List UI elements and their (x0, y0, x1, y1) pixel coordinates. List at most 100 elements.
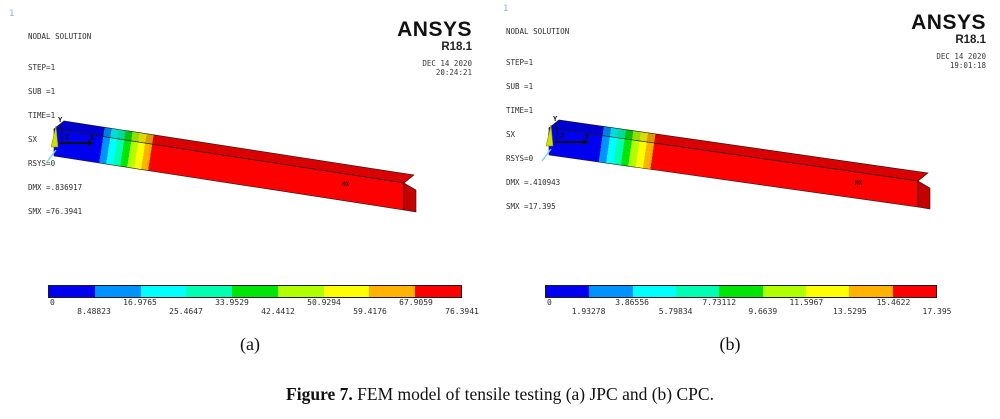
legend-tick: 17.395 (922, 307, 952, 316)
legend-tick: 3.86556 (615, 298, 649, 307)
ansys-release-text: R18.1 (955, 34, 986, 46)
info-line-smx: SMX =76.3941 (28, 207, 83, 216)
z-axis-label: Z (560, 132, 564, 140)
fem-beam-model: Y Z X MX (46, 116, 417, 213)
legend-tick: 7.73112 (702, 298, 737, 307)
y-axis-label: Y (58, 116, 63, 124)
contour-colorbar (545, 285, 937, 298)
legend-tick: 1.93278 (571, 307, 606, 316)
info-line-step: STEP=1 (28, 63, 56, 72)
legend-tick: 0 (50, 298, 55, 307)
subfigure-label-b: (b) (719, 334, 741, 354)
colorbar-cell (849, 286, 893, 297)
window-number: 1 (9, 9, 15, 19)
colorbar-cell (369, 286, 416, 297)
date-time-stamp: DEC 14 2020 19:01:18 (936, 52, 986, 70)
solution-title: NODAL SOLUTION (28, 32, 92, 41)
legend-bottom-labels: 1.93278 5.79834 9.6639 13.5295 17.395 (545, 307, 952, 316)
beam-top-face-shade (549, 120, 928, 181)
subfigure-label-a: (a) (240, 334, 260, 354)
info-line-time: TIME=1 (28, 111, 56, 120)
date-text: DEC 14 2020 (422, 59, 472, 68)
colorbar-cell (546, 286, 590, 297)
date-text: DEC 14 2020 (936, 52, 986, 61)
legend-tick: 33.9529 (215, 298, 249, 307)
colorbar-cell (94, 286, 141, 297)
beam-end-cap (403, 182, 417, 213)
ansys-release-text: R18.1 (441, 41, 472, 53)
colorbar-cell (719, 286, 763, 297)
z-axis-label: Z (65, 133, 69, 141)
legend-tick: 42.4412 (261, 307, 295, 316)
ansys-logo: ANSYS R18.1 DEC 14 2020 19:01:18 (911, 11, 986, 70)
legend-tick: 16.9765 (123, 298, 157, 307)
ansys-logo: ANSYS R18.1 DEC 14 2020 20:24:21 (397, 18, 472, 77)
colorbar-cell (589, 286, 633, 297)
z-axis-line (541, 148, 552, 162)
x-axis-arrowhead (583, 139, 589, 145)
x-axis-label: X (90, 134, 95, 142)
legend-top-labels: 0 16.9765 33.9529 50.9294 67.9059 (48, 298, 462, 307)
colorbar-cell (632, 286, 676, 297)
contour-legend: 0 3.86556 7.73112 11.5967 15.4622 1.9327… (545, 285, 952, 316)
time-text: 19:01:18 (949, 61, 986, 70)
ansys-brand-text: ANSYS (911, 11, 986, 34)
figure-caption-label: Figure 7. (286, 384, 353, 404)
bc-arrow-marker (545, 124, 554, 147)
info-line-time: TIME=1 (506, 106, 534, 115)
y-axis-label: Y (553, 115, 558, 123)
legend-tick: 8.48823 (77, 307, 111, 316)
colorbar-cell (49, 286, 95, 297)
mx-marker: MX (342, 181, 350, 188)
mx-marker: MX (855, 180, 863, 187)
legend-tick: 9.6639 (748, 307, 778, 316)
legend-top-labels: 0 3.86556 7.73112 11.5967 15.4622 (545, 298, 937, 307)
beam-end-cap (917, 180, 931, 210)
colorbar-cell (805, 286, 850, 297)
contour-colorbar (48, 285, 462, 298)
info-line-smx: SMX =17.395 (506, 202, 556, 211)
info-line-rsys: RSYS=0 (28, 159, 56, 168)
figure-caption: Figure 7. FEM model of tensile testing (… (0, 384, 1000, 405)
figure-panels: 1 NODAL SOLUTION STEP=1 SUB =1 TIME=1 SX… (0, 0, 1000, 366)
x-axis-arrowhead (88, 140, 94, 146)
z-axis-line (46, 149, 57, 163)
ansys-panel-b: 1 NODAL SOLUTION STEP=1 SUB =1 TIME=1 SX… (500, 0, 1000, 366)
beam-top-face-shade (54, 121, 414, 183)
date-time-stamp: DEC 14 2020 20:24:21 (422, 59, 472, 77)
bc-arrow-marker (50, 125, 59, 148)
colorbar-cell (892, 286, 936, 297)
fem-beam-model: Y Z X MX (541, 115, 931, 210)
legend-tick: 76.3941 (445, 307, 479, 316)
colorbar-cell (323, 286, 370, 297)
legend-tick: 25.4647 (169, 307, 203, 316)
legend-tick: 13.5295 (833, 307, 867, 316)
legend-tick: 5.79834 (658, 307, 693, 316)
colorbar-cell (140, 286, 187, 297)
colorbar-cell (762, 286, 806, 297)
window-number: 1 (503, 4, 509, 14)
legend-tick: 67.9059 (399, 298, 433, 307)
info-line-sub: SUB =1 (28, 87, 56, 96)
solution-title: NODAL SOLUTION (506, 27, 570, 36)
info-line-dmx: DMX =.836917 (28, 183, 83, 192)
ansys-brand-text: ANSYS (397, 18, 472, 41)
legend-tick: 50.9294 (307, 298, 341, 307)
figure-caption-text: FEM model of tensile testing (a) JPC and… (352, 384, 714, 404)
legend-bottom-labels: 8.48823 25.4647 42.4412 59.4176 76.3941 (48, 307, 479, 316)
x-axis-label: X (585, 133, 590, 141)
info-line-dmx: DMX =.410943 (506, 178, 561, 187)
legend-tick: 15.4622 (876, 298, 911, 307)
colorbar-cell (186, 286, 233, 297)
info-line-sub: SUB =1 (506, 82, 534, 91)
info-line-rsys: RSYS=0 (506, 154, 534, 163)
solution-info-block: NODAL SOLUTION STEP=1 SUB =1 TIME=1 SX (… (28, 17, 91, 232)
legend-tick: 0 (547, 298, 552, 307)
time-text: 20:24:21 (435, 68, 472, 77)
colorbar-cell (232, 286, 278, 297)
legend-tick: 11.5967 (789, 298, 824, 307)
colorbar-cell (277, 286, 324, 297)
contour-legend: 0 16.9765 33.9529 50.9294 67.9059 8.4882… (48, 285, 479, 316)
colorbar-cell (675, 286, 720, 297)
ansys-panel-a: 1 NODAL SOLUTION STEP=1 SUB =1 TIME=1 SX… (0, 0, 500, 366)
